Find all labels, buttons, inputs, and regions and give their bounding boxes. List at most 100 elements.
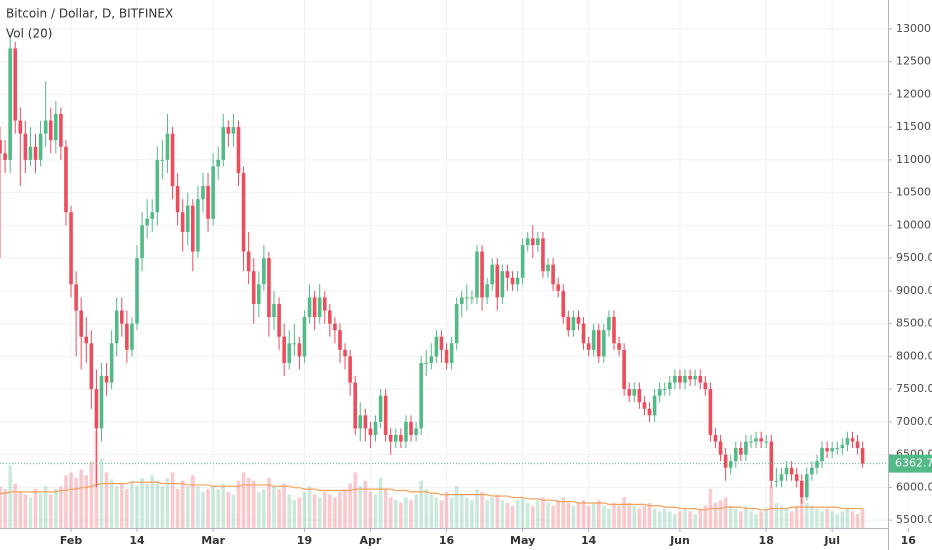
- candle-body: [683, 376, 687, 383]
- candle-body: [820, 448, 824, 462]
- candle-body: [728, 461, 733, 468]
- volume-bar: [541, 497, 545, 528]
- volume-bar: [733, 508, 738, 528]
- volume-bar: [414, 494, 418, 528]
- volume-bar: [434, 497, 439, 528]
- volume-bar: [180, 480, 185, 528]
- volume-bar: [84, 475, 89, 528]
- volume-bar: [368, 491, 373, 528]
- volume-bar: [683, 508, 687, 528]
- candle-body: [383, 395, 388, 435]
- volume-bar: [328, 494, 332, 528]
- volume-bar: [312, 494, 317, 528]
- candle-body: [150, 212, 155, 219]
- candle-body: [490, 264, 495, 285]
- candle-body: [292, 343, 297, 345]
- candle-body: [444, 349, 449, 363]
- candle-body: [769, 441, 774, 481]
- volume-bar: [531, 505, 535, 528]
- candle-body: [287, 343, 292, 363]
- candle-body: [338, 330, 342, 350]
- volume-bar: [820, 511, 824, 528]
- candle-body: [54, 113, 58, 141]
- chart-title: Bitcoin / Dollar, D, BITFINEX: [6, 7, 173, 21]
- candle-body: [617, 343, 621, 350]
- candle-body: [749, 441, 753, 443]
- candle-body: [328, 310, 332, 324]
- volume-bar: [454, 486, 459, 528]
- candle-body: [28, 146, 33, 160]
- candle-body: [612, 317, 616, 344]
- candle-body: [256, 284, 261, 304]
- volume-bar: [678, 511, 682, 528]
- candle-body: [333, 323, 337, 331]
- volume-bar: [500, 500, 505, 528]
- volume-bar: [79, 469, 83, 528]
- volume-bar: [668, 511, 672, 528]
- candle-body: [246, 251, 251, 272]
- y-tick-label: 8000.0: [896, 349, 932, 362]
- y-tick-label: 13000.0: [896, 22, 932, 35]
- volume-bar: [256, 491, 261, 528]
- volume-bar: [551, 505, 555, 528]
- volume-bar: [33, 489, 38, 528]
- volume-bar: [302, 491, 307, 528]
- candle-body: [191, 205, 195, 252]
- candle-body: [404, 421, 408, 442]
- candle-body: [322, 297, 327, 311]
- volume-panel: [0, 430, 865, 528]
- candle-body: [850, 438, 855, 442]
- axes: 5500.06000.06500.07000.07500.08000.08500…: [0, 22, 932, 547]
- candle-body: [358, 415, 363, 429]
- y-tick-label: 5500.0: [896, 513, 932, 526]
- candle-body: [388, 434, 393, 442]
- volume-bar: [485, 500, 489, 528]
- y-tick-label: 11000.0: [896, 153, 932, 166]
- candle-body: [69, 212, 73, 285]
- x-tick-label: Apr: [360, 534, 382, 547]
- candle-body: [393, 434, 398, 442]
- volume-bar: [399, 502, 403, 528]
- volume-bar: [810, 505, 814, 528]
- candle-body: [262, 258, 266, 285]
- candle-body: [698, 376, 703, 383]
- volume-bar: [216, 489, 220, 528]
- candle-body: [668, 382, 672, 390]
- volume-bar: [693, 514, 697, 528]
- volume-bar: [119, 483, 124, 528]
- x-tick-label: 18: [759, 534, 774, 547]
- candle-body: [602, 330, 606, 357]
- candle-body: [317, 297, 322, 318]
- x-tick-label: 14: [129, 534, 145, 547]
- candle-body: [465, 297, 469, 299]
- x-tick-label: Mar: [201, 534, 225, 547]
- candle-body: [185, 205, 190, 232]
- y-tick-label: 6000.0: [896, 480, 932, 493]
- volume-bar: [43, 486, 48, 528]
- candle-body: [586, 343, 591, 350]
- candle-body: [637, 389, 642, 403]
- volume-bar: [536, 500, 540, 528]
- candle-body: [647, 408, 652, 416]
- candle-body: [571, 317, 576, 331]
- candle-body: [678, 376, 682, 383]
- last-price-label: 6362.7: [895, 457, 932, 470]
- volume-bar: [241, 472, 246, 528]
- volume-bar: [602, 505, 606, 528]
- volume-bar: [262, 489, 266, 528]
- volume-label: Vol (20): [6, 27, 52, 41]
- volume-bar: [363, 480, 368, 528]
- volume-bar: [282, 483, 286, 528]
- candle-body: [109, 343, 114, 383]
- candle-body: [764, 441, 769, 443]
- candle-body: [399, 434, 403, 442]
- candle-body: [38, 133, 43, 160]
- volume-ma-line: [0, 481, 863, 511]
- candle-body: [845, 438, 850, 445]
- volume-bar: [754, 514, 758, 528]
- candle-body: [459, 297, 464, 304]
- candle-body: [297, 343, 302, 357]
- candle-body: [536, 238, 540, 246]
- candle-body: [89, 343, 94, 390]
